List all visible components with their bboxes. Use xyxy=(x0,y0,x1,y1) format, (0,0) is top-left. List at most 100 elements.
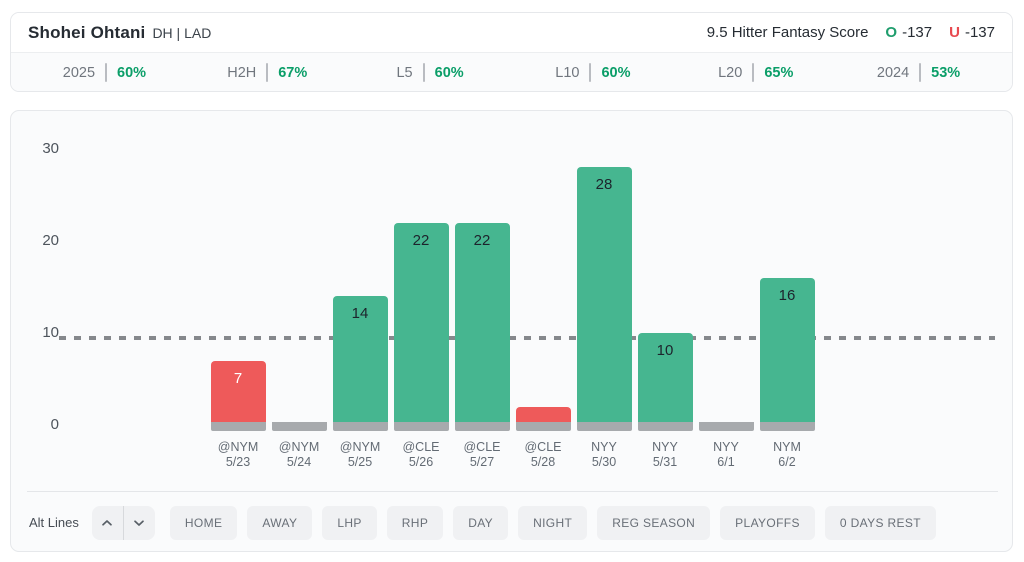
under-odds[interactable]: U -137 xyxy=(949,24,995,41)
bar-base-5-24 xyxy=(271,422,327,431)
split-separator xyxy=(919,63,922,82)
x-label-date: 5/28 xyxy=(530,455,556,469)
bar-base-5-26 xyxy=(393,422,449,431)
player-name: Shohei Ohtani xyxy=(28,22,146,42)
x-label-date: 5/25 xyxy=(347,455,373,469)
y-axis-tick-30: 30 xyxy=(42,140,59,157)
bar-5-25[interactable] xyxy=(332,296,388,422)
y-axis-tick-0: 0 xyxy=(50,416,59,433)
split-label: H2H xyxy=(227,64,257,81)
filter-button-0-days-rest[interactable]: 0 DAYS REST xyxy=(824,505,936,540)
alt-line-up-button[interactable] xyxy=(92,506,123,540)
split-stat-2025: 2025 60% xyxy=(23,53,186,91)
fantasy-score-bar-chart: 30 20 10 0 7 @NYM 5/23 @NYM 5/24 14 @NYM 5/25 22 @CLE… xyxy=(11,111,1012,491)
alt-lines-label: Alt Lines xyxy=(29,515,79,530)
bar-base-5-27 xyxy=(454,422,510,431)
split-value: 65% xyxy=(764,64,794,81)
alt-line-down-button[interactable] xyxy=(124,506,155,540)
stepper-divider xyxy=(122,505,124,540)
filter-button-away[interactable]: AWAY xyxy=(247,505,313,540)
x-label-date: 5/23 xyxy=(225,455,251,469)
x-axis-label: NYY 5/30 xyxy=(564,440,644,470)
bar-base-5-30 xyxy=(576,422,632,431)
x-label-opponent: NYY xyxy=(652,440,678,454)
split-stat-l20: L20 65% xyxy=(674,53,837,91)
chart-filter-divider xyxy=(27,491,998,492)
chevron-down-icon xyxy=(134,519,145,526)
x-label-date: 5/27 xyxy=(469,455,495,469)
x-label-opponent: NYY xyxy=(713,440,739,454)
market-label: 9.5 Hitter Fantasy Score xyxy=(706,24,869,41)
filter-button-playoffs[interactable]: PLAYOFFS xyxy=(720,505,815,540)
bar-value-label: 7 xyxy=(233,369,243,387)
bar-base-5-25 xyxy=(332,422,388,431)
bar-base-6-1 xyxy=(698,422,754,431)
x-label-opponent: @CLE xyxy=(463,440,501,454)
filter-button-reg-season[interactable]: REG SEASON xyxy=(597,505,711,540)
player-header-card: Shohei Ohtani DH | LAD 9.5 Hitter Fantas… xyxy=(10,12,1013,92)
under-odds-value: -137 xyxy=(964,24,995,41)
over-odds[interactable]: O -137 xyxy=(885,24,932,41)
bar-5-28[interactable] xyxy=(515,406,571,422)
x-axis-label: NYY 5/31 xyxy=(625,440,705,470)
split-separator xyxy=(266,63,269,82)
bar-5-31[interactable] xyxy=(637,333,693,422)
bar-5-26[interactable] xyxy=(393,222,449,422)
over-odds-value: -137 xyxy=(902,24,933,41)
split-stat-l10: L10 60% xyxy=(511,53,674,91)
x-label-opponent: @NYM xyxy=(339,440,381,454)
x-axis-label: NYM 6/2 xyxy=(747,440,827,470)
x-label-opponent: NYM xyxy=(773,440,801,454)
split-label: 2025 xyxy=(62,64,96,81)
split-stats-row: 2025 60% H2H 67% L5 60% L10 60% L20 65% 2024 53% xyxy=(11,53,1012,91)
x-label-date: 5/24 xyxy=(286,455,312,469)
split-separator xyxy=(752,63,755,82)
split-stat-l5: L5 60% xyxy=(349,53,512,91)
x-label-date: 5/30 xyxy=(591,455,617,469)
filter-button-night[interactable]: NIGHT xyxy=(518,505,588,540)
x-label-opponent: @CLE xyxy=(402,440,440,454)
filter-button-home[interactable]: HOME xyxy=(169,505,238,540)
x-axis-label: @NYM 5/23 xyxy=(198,440,278,470)
bar-base-5-31 xyxy=(637,422,693,431)
alt-lines-stepper xyxy=(91,505,155,540)
bar-value-label: 10 xyxy=(656,342,674,359)
x-axis-label: @NYM 5/24 xyxy=(259,440,339,470)
x-label-date: 6/1 xyxy=(717,455,735,469)
bar-base-5-23 xyxy=(210,422,266,431)
x-axis-label: @NYM 5/25 xyxy=(320,440,400,470)
x-label-opponent: @CLE xyxy=(524,440,562,454)
filter-button-lhp[interactable]: LHP xyxy=(322,505,377,540)
bar-5-30[interactable] xyxy=(576,167,632,422)
split-label: L5 xyxy=(396,64,413,81)
bar-6-2[interactable] xyxy=(759,277,815,422)
split-separator xyxy=(105,63,108,82)
x-label-opponent: @NYM xyxy=(278,440,320,454)
bar-5-23[interactable] xyxy=(210,360,266,422)
x-axis-label: @CLE 5/26 xyxy=(381,440,461,470)
split-stat-h2h: H2H 67% xyxy=(186,53,349,91)
split-value: 67% xyxy=(278,64,308,81)
y-axis-tick-10: 10 xyxy=(42,324,59,341)
player-position-team: DH | LAD xyxy=(152,24,212,41)
x-label-date: 6/2 xyxy=(778,455,796,469)
bar-base-5-28 xyxy=(515,422,571,431)
x-axis-label: @CLE 5/27 xyxy=(442,440,522,470)
under-icon: U xyxy=(949,24,960,41)
filter-button-rhp[interactable]: RHP xyxy=(386,505,444,540)
bar-5-27[interactable] xyxy=(454,222,510,422)
split-separator xyxy=(422,63,425,82)
x-axis-label: NYY 6/1 xyxy=(686,440,766,470)
chevron-up-icon xyxy=(102,519,113,526)
split-value: 60% xyxy=(117,64,147,81)
split-label: L20 xyxy=(718,64,743,81)
bar-value-label: 14 xyxy=(351,305,369,323)
bar-value-label: 28 xyxy=(595,176,613,194)
over-icon: O xyxy=(885,24,898,41)
x-label-opponent: @NYM xyxy=(217,440,259,454)
filter-button-day[interactable]: DAY xyxy=(453,505,509,540)
split-value: 60% xyxy=(434,64,464,81)
filter-buttons: HOME AWAY LHP RHP DAY NIGHT REG SEASON PLAYOFFS… xyxy=(169,505,936,540)
split-label: 2024 xyxy=(876,64,910,81)
